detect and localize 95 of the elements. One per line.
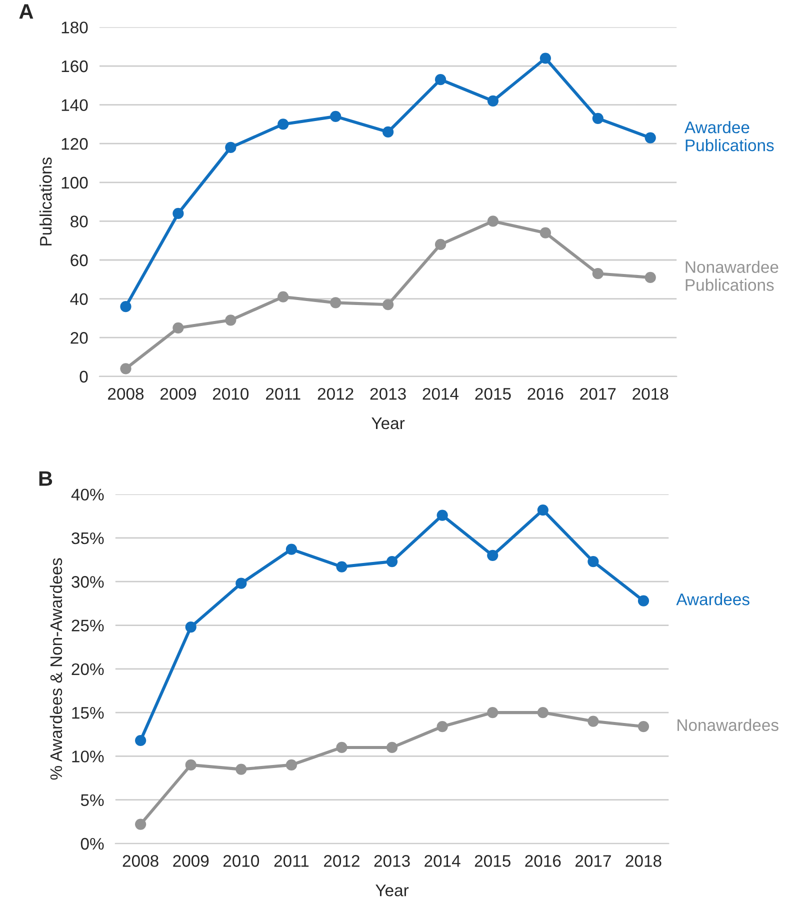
point [588, 716, 599, 727]
y-tick-label: 60 [70, 254, 88, 266]
point [487, 707, 498, 718]
point [120, 301, 132, 312]
point [537, 707, 548, 718]
y-tick-label: 140 [62, 99, 88, 112]
point [644, 272, 656, 284]
x-tick-label: 2016 [528, 388, 564, 400]
point [286, 544, 297, 555]
point [434, 74, 446, 86]
point [487, 216, 499, 227]
x-tick-label: 2017 [576, 855, 611, 867]
x-tick-label: 2008 [122, 855, 158, 867]
chart-title: A [19, 4, 34, 19]
point [172, 322, 184, 334]
point [382, 126, 394, 138]
y-tick-label: 20% [72, 663, 104, 676]
series-label: Awardee Publications [684, 121, 774, 152]
point [336, 561, 348, 572]
y-tick-label: 0% [80, 838, 104, 850]
y-tick-label: 30% [72, 576, 104, 588]
y-tick-label: 0 [80, 370, 88, 383]
point [386, 556, 398, 568]
point [540, 227, 551, 238]
point [644, 132, 656, 144]
point [330, 297, 342, 308]
y-tick-label: 35% [72, 532, 104, 544]
y-tick-label: 40% [71, 488, 104, 501]
y-tick-label: 100 [62, 176, 88, 189]
point [236, 764, 247, 775]
x-tick-label: 2015 [474, 855, 510, 867]
point [330, 110, 342, 122]
point [185, 759, 196, 770]
y-tick-label: 5% [80, 794, 104, 806]
x-tick-label: 2012 [324, 855, 360, 867]
x-axis-title: Year [372, 418, 405, 430]
y-tick-label: 180 [62, 22, 88, 34]
y-tick-label: 120 [62, 138, 88, 150]
point [487, 550, 498, 561]
y-tick-label: 40 [70, 293, 88, 306]
x-tick-label: 2008 [108, 388, 144, 400]
point [592, 112, 604, 124]
point [592, 268, 604, 280]
point [135, 818, 146, 830]
point [336, 742, 348, 754]
x-tick-label: 2016 [525, 855, 561, 867]
x-tick-label: 2010 [212, 388, 249, 400]
point [225, 314, 236, 326]
series-label: Nonawardee Publications [686, 260, 778, 291]
point [436, 510, 448, 521]
point [386, 742, 398, 754]
x-tick-label: 2017 [580, 388, 616, 400]
y-tick-label: 80 [70, 216, 88, 228]
chart-title: B [39, 471, 52, 486]
x-tick-label: 2013 [374, 855, 410, 867]
point [487, 95, 499, 106]
point [540, 52, 551, 64]
point [434, 238, 446, 250]
x-tick-label: 2014 [424, 855, 460, 867]
y-axis-title: Publications [39, 157, 52, 246]
point [278, 118, 289, 130]
point [278, 291, 289, 302]
point [382, 299, 394, 310]
x-tick-label: 2013 [370, 388, 406, 400]
series-label: Awardees [676, 593, 750, 606]
point [135, 734, 146, 746]
point [172, 208, 184, 220]
point [286, 759, 297, 770]
point [638, 595, 650, 606]
point [120, 363, 132, 374]
series-label: Nonawardees [678, 718, 778, 732]
point [185, 621, 196, 633]
x-tick-label: 2015 [475, 388, 511, 400]
y-tick-label: 20 [70, 332, 88, 344]
x-tick-label: 2014 [422, 388, 459, 400]
y-tick-label: 15% [72, 707, 104, 719]
point [588, 556, 599, 568]
y-tick-label: 25% [72, 620, 104, 632]
x-tick-label: 2009 [160, 388, 196, 400]
x-tick-label: 2009 [173, 855, 209, 867]
y-tick-label: 160 [62, 60, 88, 72]
x-axis-title: Year [376, 884, 409, 896]
point [537, 504, 548, 516]
x-tick-label: 2012 [318, 388, 354, 400]
x-tick-label: 2010 [223, 855, 260, 867]
x-tick-label: 2018 [626, 855, 662, 867]
point [236, 578, 247, 589]
y-tick-label: 10% [72, 750, 104, 762]
x-tick-label: 2011 [274, 855, 309, 867]
point [638, 720, 650, 732]
x-tick-label: 2018 [632, 388, 668, 400]
point [436, 720, 448, 732]
point [225, 142, 236, 154]
x-tick-label: 2011 [266, 388, 300, 400]
y-axis-title: % Awardees & Non-Awardees [50, 558, 62, 780]
